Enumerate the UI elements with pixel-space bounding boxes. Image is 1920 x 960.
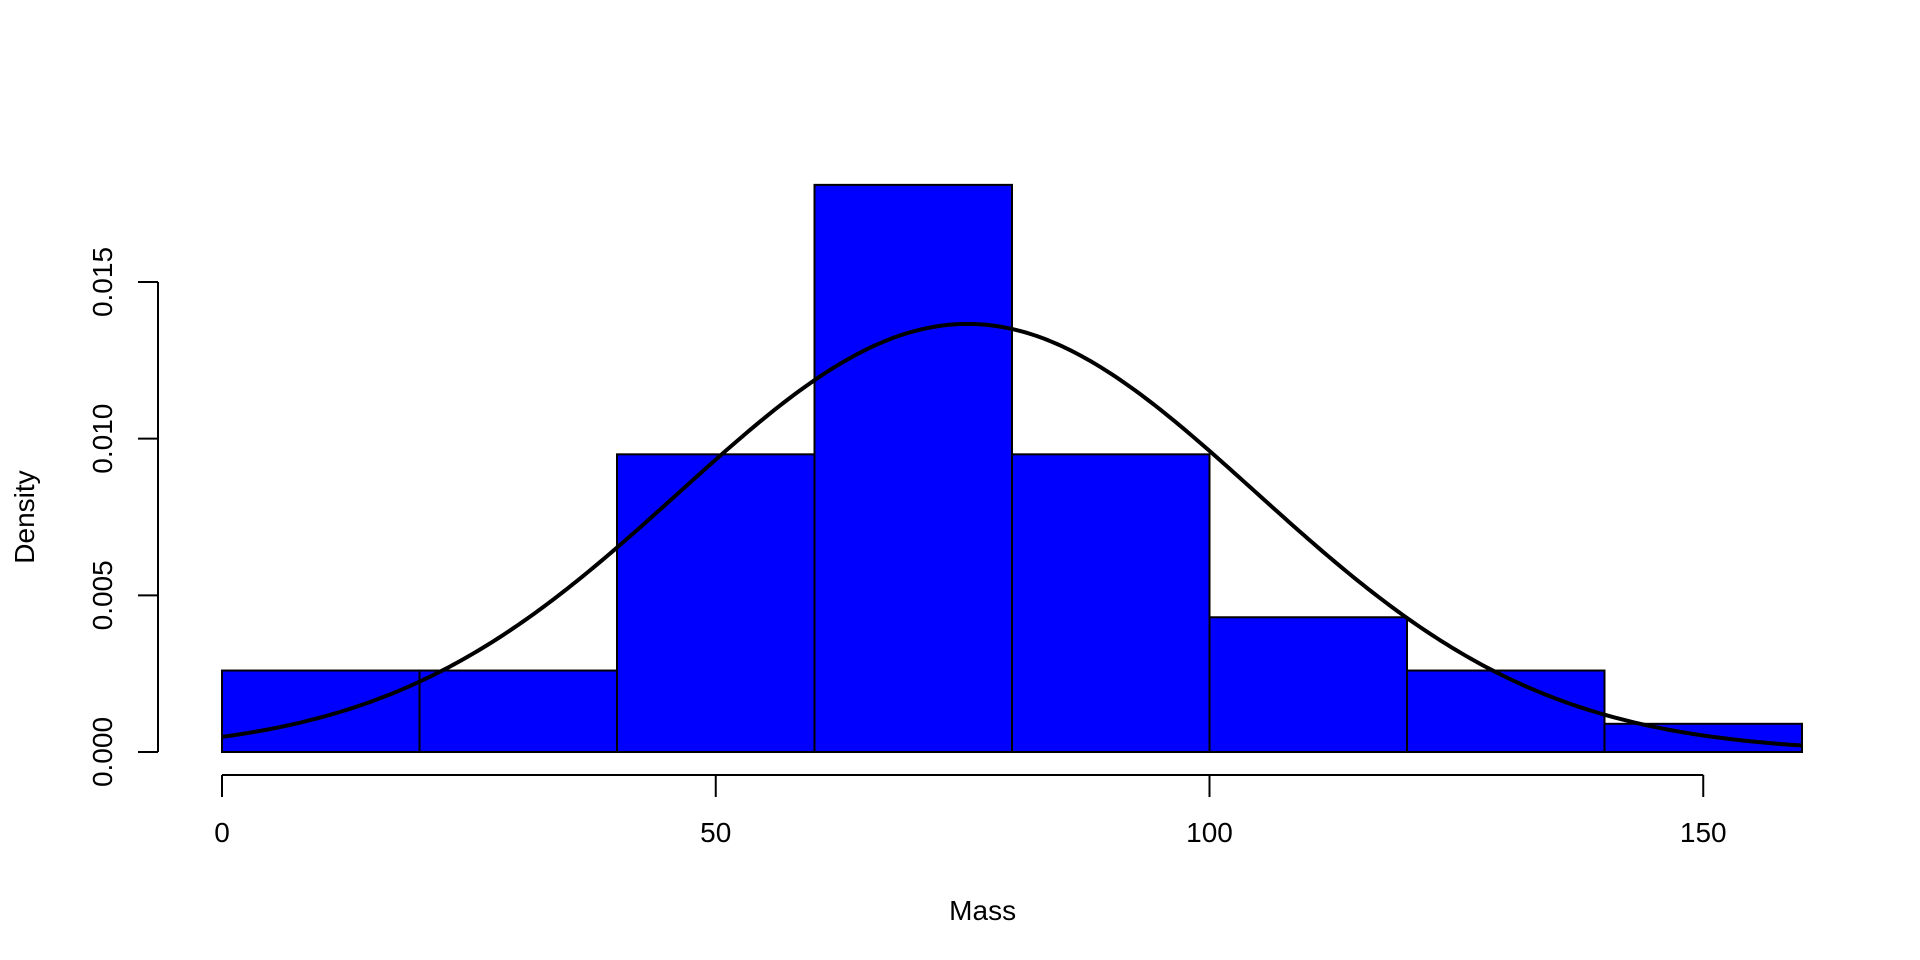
density-curve-line: [221, 321, 1803, 748]
y-tick-label-1: 0.005: [87, 560, 118, 630]
histogram-bar-5: [1208, 616, 1408, 753]
density-curve-group: [221, 321, 1803, 748]
y-tick-label-0: 0.000: [87, 717, 118, 787]
histogram-bar-4: [1011, 453, 1211, 753]
bars-group: [221, 183, 1803, 754]
y-tick-label-2: 0.010: [87, 404, 118, 474]
y-tick-label-3: 0.015: [87, 247, 118, 317]
x-tick-label-0: 0: [214, 817, 230, 848]
histogram-bar-1: [418, 669, 618, 753]
histogram-bar-2: [616, 453, 816, 753]
y-axis-label: Density: [9, 470, 40, 563]
x-axis-label: Mass: [949, 895, 1016, 926]
histogram-bar-3: [813, 183, 1013, 754]
histogram-bar-7: [1603, 722, 1803, 753]
x-tick-label-3: 150: [1680, 817, 1727, 848]
x-tick-label-2: 100: [1186, 817, 1233, 848]
x-tick-label-1: 50: [700, 817, 731, 848]
y-axis: 0.000 0.005 0.010 0.015: [87, 247, 159, 787]
histogram-bar-6: [1406, 669, 1606, 753]
x-axis: 0 50 100 150: [214, 774, 1727, 848]
histogram-bar-0: [221, 669, 421, 753]
